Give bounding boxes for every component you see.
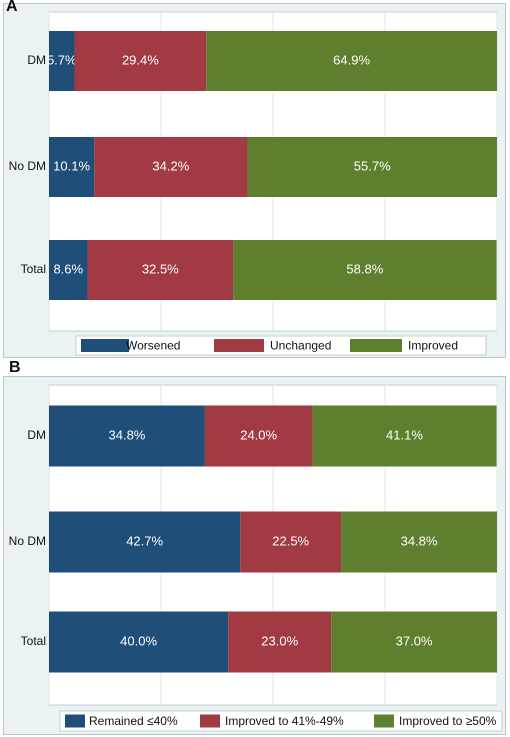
- data-label: 32.5%: [142, 261, 179, 276]
- panel-letter-a: A: [6, 0, 18, 15]
- bar-segment: [341, 511, 497, 573]
- data-label: 58.8%: [346, 261, 383, 276]
- bar-segment: [49, 611, 229, 673]
- legend-label: Worsened: [126, 339, 180, 353]
- data-label: 34.2%: [152, 158, 189, 173]
- bar-segment: [87, 240, 234, 300]
- legend-label: Improved to ≥50%: [399, 714, 497, 728]
- data-label: 29.4%: [122, 52, 159, 67]
- data-label: 41.1%: [386, 427, 423, 442]
- data-label: 40.0%: [120, 633, 157, 648]
- bar-segment: [204, 405, 313, 467]
- data-label: 34.8%: [401, 533, 438, 548]
- bar-segment: [49, 405, 205, 467]
- category-label: DM: [27, 53, 46, 67]
- data-label: 10.1%: [53, 158, 90, 173]
- data-label: 24.0%: [240, 427, 277, 442]
- legend-label: Unchanged: [270, 339, 331, 353]
- legend-swatch: [81, 339, 129, 352]
- category-label: No DM: [9, 534, 46, 548]
- legend-label: Remained ≤40%: [89, 714, 178, 728]
- category-label: No DM: [9, 159, 46, 173]
- legend-swatch: [65, 714, 85, 728]
- data-label: 8.6%: [53, 261, 83, 276]
- bar-segment: [331, 611, 497, 673]
- data-label: 34.8%: [109, 427, 146, 442]
- bar-segment: [49, 511, 241, 573]
- category-label: Total: [21, 262, 46, 276]
- panel-letter-b: B: [9, 359, 21, 376]
- bar-segment: [49, 137, 95, 197]
- legend-swatch: [374, 714, 394, 728]
- legend-swatch: [200, 714, 220, 728]
- data-label: 37.0%: [396, 633, 433, 648]
- chart-panel-b: DM 34.8% 24.0% 41.1% No DM 42.7% 22.5% 34.8% Tot…: [3, 376, 506, 735]
- bar-segment: [240, 511, 342, 573]
- bar-segment: [94, 137, 248, 197]
- legend-swatch: [350, 339, 402, 352]
- bar-segment: [49, 31, 75, 91]
- legend-label: Improved: [408, 339, 458, 353]
- legend-label: Improved to 41%-49%: [225, 714, 344, 728]
- chart-b-svg: DM 34.8% 24.0% 41.1% No DM 42.7% 22.5% 34.8% Tot…: [9, 384, 503, 732]
- bar-segment: [312, 405, 497, 467]
- bar-segment: [74, 31, 207, 91]
- chart-panel-a: DM 5.7% 29.4% 64.9% No DM 10.1% 34.2% 55.7% Tota…: [3, 3, 506, 358]
- data-label: 5.7%: [47, 52, 77, 67]
- chart-a-svg: DM 5.7% 29.4% 64.9% No DM 10.1% 34.2% 55.7% Tota…: [9, 11, 498, 356]
- category-label: Total: [21, 634, 46, 648]
- legend-swatch: [214, 339, 264, 352]
- data-label: 55.7%: [354, 158, 391, 173]
- bar-segment: [247, 137, 497, 197]
- data-label: 64.9%: [333, 52, 370, 67]
- data-label: 23.0%: [261, 633, 298, 648]
- bar-segment: [228, 611, 332, 673]
- category-label: DM: [27, 428, 46, 442]
- bar-segment: [233, 240, 497, 300]
- bar-segment: [49, 240, 88, 300]
- data-label: 22.5%: [272, 533, 309, 548]
- data-label: 42.7%: [126, 533, 163, 548]
- bar-segment: [206, 31, 498, 91]
